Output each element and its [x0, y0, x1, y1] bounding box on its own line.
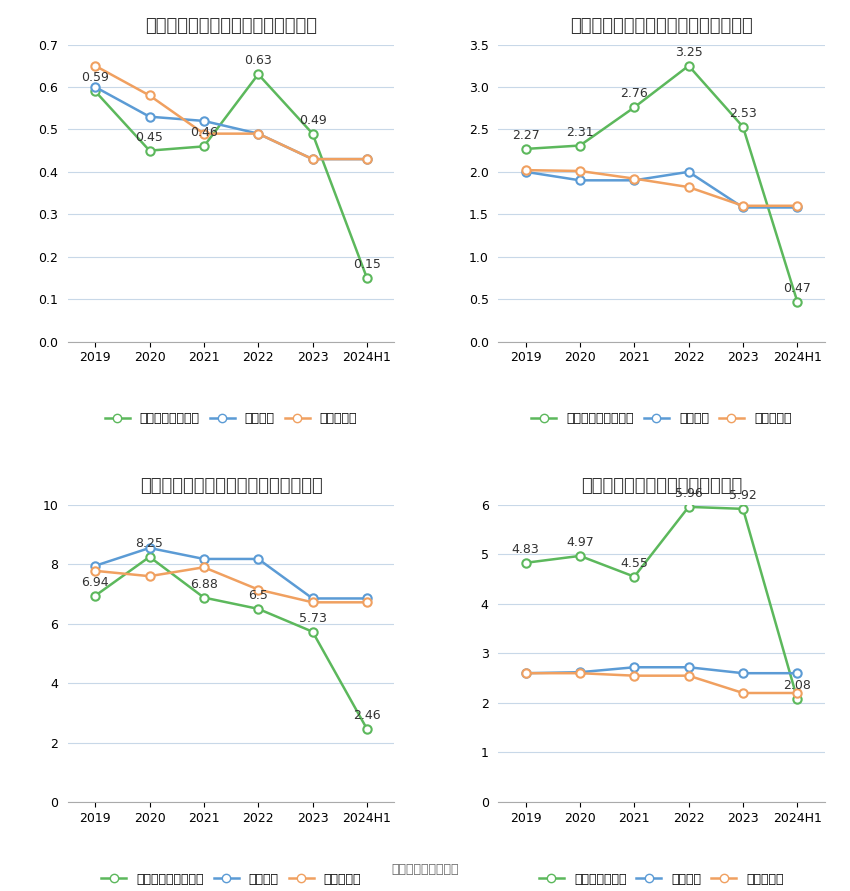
Legend: 公司应收账款周转率, 行业均值, 行业中位数: 公司应收账款周转率, 行业均值, 行业中位数 [96, 868, 366, 891]
Text: 0.46: 0.46 [190, 127, 218, 139]
Text: 6.5: 6.5 [248, 589, 268, 602]
Text: 2.08: 2.08 [784, 679, 811, 692]
Text: 0.45: 0.45 [136, 131, 163, 143]
Text: 5.73: 5.73 [298, 612, 326, 625]
Text: 4.55: 4.55 [620, 557, 649, 569]
Text: 2.76: 2.76 [620, 87, 649, 101]
Text: 8.25: 8.25 [136, 537, 163, 550]
Legend: 公司固定资产周转率, 行业均值, 行业中位数: 公司固定资产周转率, 行业均值, 行业中位数 [526, 407, 796, 430]
Text: 数据来源：恒生聚源: 数据来源：恒生聚源 [391, 863, 459, 876]
Text: 0.15: 0.15 [353, 258, 381, 271]
Text: 2.27: 2.27 [512, 129, 540, 142]
Legend: 公司存货周转率, 行业均值, 行业中位数: 公司存货周转率, 行业均值, 行业中位数 [534, 868, 789, 891]
Text: 5.96: 5.96 [675, 487, 702, 500]
Text: 3.25: 3.25 [675, 45, 702, 59]
Text: 0.63: 0.63 [244, 54, 272, 68]
Title: 新诺威历年应收账款周转率情况（次）: 新诺威历年应收账款周转率情况（次） [139, 477, 322, 495]
Text: 6.94: 6.94 [82, 576, 109, 589]
Text: 5.92: 5.92 [729, 489, 756, 502]
Title: 新诺威历年存货周转率情况（次）: 新诺威历年存货周转率情况（次） [581, 477, 742, 495]
Text: 6.88: 6.88 [190, 577, 218, 591]
Text: 2.31: 2.31 [566, 126, 594, 139]
Text: 2.46: 2.46 [353, 709, 381, 722]
Text: 0.59: 0.59 [82, 71, 109, 85]
Legend: 公司总资产周转率, 行业均值, 行业中位数: 公司总资产周转率, 行业均值, 行业中位数 [99, 407, 362, 430]
Text: 4.83: 4.83 [512, 543, 540, 556]
Title: 新诺威历年总资产周转率情况（次）: 新诺威历年总资产周转率情况（次） [145, 17, 317, 35]
Text: 2.53: 2.53 [729, 107, 756, 120]
Title: 新诺威历年固定资产周转率情况（次）: 新诺威历年固定资产周转率情况（次） [570, 17, 753, 35]
Text: 0.47: 0.47 [784, 282, 811, 295]
Text: 0.49: 0.49 [298, 114, 326, 127]
Text: 4.97: 4.97 [566, 536, 594, 549]
